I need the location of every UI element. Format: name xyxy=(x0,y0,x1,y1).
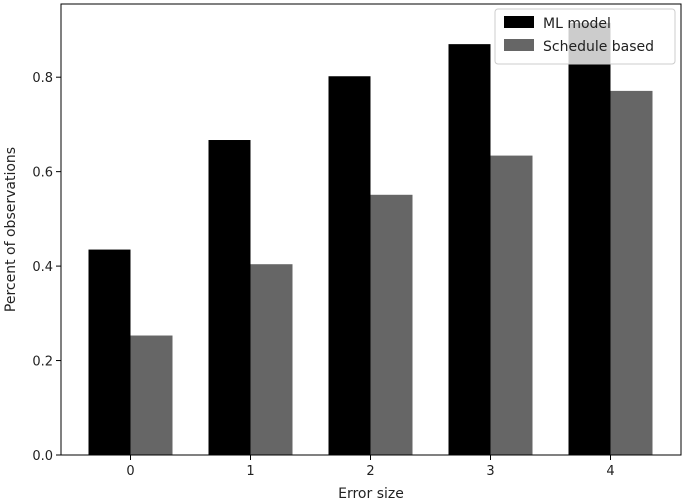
bar-schedule-based-1 xyxy=(250,264,293,455)
x-axis-ticks: 0 1 2 3 4 xyxy=(126,455,615,479)
bar-schedule-based-4 xyxy=(610,90,653,456)
y-tick-label: 0.6 xyxy=(32,166,53,181)
legend-label-ml-model: ML model xyxy=(543,16,611,32)
bar-ml-model-3 xyxy=(448,44,491,456)
y-axis-ticks: 0.0 0.2 0.4 0.6 0.8 xyxy=(32,71,61,464)
y-tick-label: 0.8 xyxy=(32,71,53,86)
bar-schedule-based-2 xyxy=(370,194,413,455)
bar-schedule-based-3 xyxy=(490,155,533,456)
bar-schedule-based-0 xyxy=(130,335,173,455)
legend-swatch-ml-model xyxy=(504,16,534,28)
y-tick-label: 0.0 xyxy=(32,449,53,464)
y-axis-label: Percent of observations xyxy=(3,147,19,312)
x-tick-label: 3 xyxy=(486,464,494,479)
legend-swatch-schedule-based xyxy=(504,39,534,51)
y-tick-label: 0.2 xyxy=(32,355,53,370)
x-tick-label: 4 xyxy=(606,464,614,479)
x-tick-label: 0 xyxy=(126,464,134,479)
bar-ml-model-2 xyxy=(328,76,371,455)
bar-ml-model-1 xyxy=(208,140,251,456)
x-tick-label: 1 xyxy=(246,464,254,479)
y-tick-label: 0.4 xyxy=(32,260,53,275)
bar-ml-model-4 xyxy=(568,22,611,456)
x-axis-label: Error size xyxy=(338,486,404,502)
legend: ML model Schedule based xyxy=(494,8,676,65)
bars-group xyxy=(88,22,653,456)
x-tick-label: 2 xyxy=(366,464,374,479)
legend-box xyxy=(494,8,676,65)
bar-ml-model-0 xyxy=(88,249,131,455)
legend-label-schedule-based: Schedule based xyxy=(543,39,654,55)
